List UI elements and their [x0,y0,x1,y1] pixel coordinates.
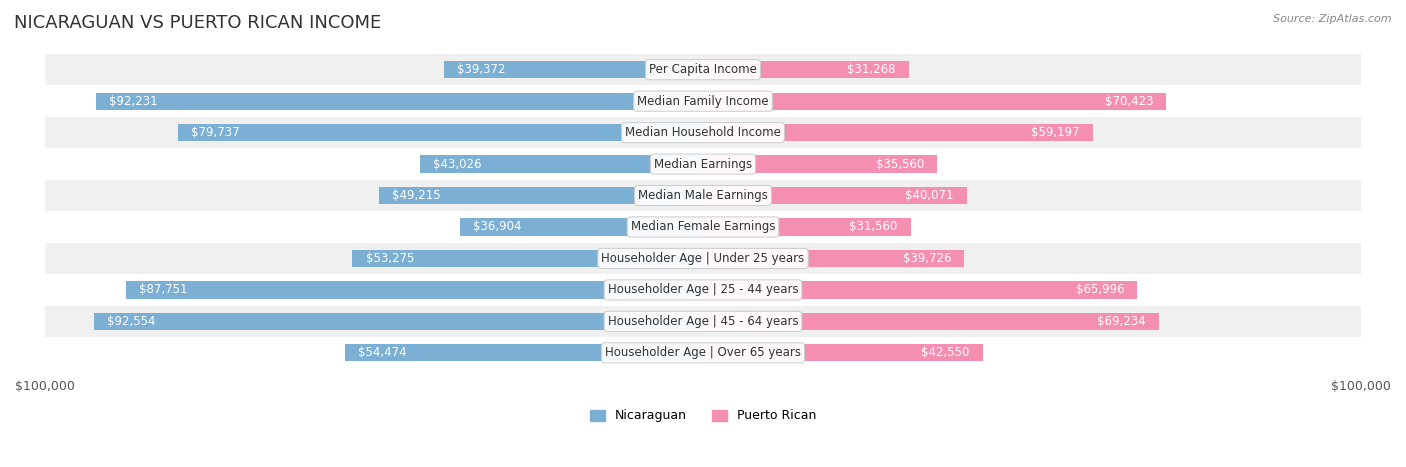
Bar [703,61,908,78]
Legend: Nicaraguan, Puerto Rican: Nicaraguan, Puerto Rican [585,404,821,427]
Text: $92,231: $92,231 [110,95,157,108]
Text: Median Male Earnings: Median Male Earnings [638,189,768,202]
Text: $42,550: $42,550 [921,347,970,359]
Text: $87,751: $87,751 [139,283,187,297]
Bar [703,124,1092,142]
Text: $39,726: $39,726 [903,252,952,265]
Text: $54,474: $54,474 [357,347,406,359]
Text: $35,560: $35,560 [876,157,924,170]
Bar [45,85,1361,117]
Text: Householder Age | 45 - 64 years: Householder Age | 45 - 64 years [607,315,799,328]
Bar [703,313,1159,330]
Bar [703,219,911,236]
Bar [45,180,1361,211]
Bar [125,281,703,298]
Text: Median Earnings: Median Earnings [654,157,752,170]
Text: $53,275: $53,275 [366,252,413,265]
Bar [45,243,1361,274]
Text: $49,215: $49,215 [392,189,441,202]
Text: $31,268: $31,268 [846,63,896,76]
Text: $59,197: $59,197 [1031,126,1080,139]
Bar [703,250,965,267]
Text: Householder Age | Under 25 years: Householder Age | Under 25 years [602,252,804,265]
Bar [45,274,1361,305]
Bar [380,187,703,204]
Text: $39,372: $39,372 [457,63,506,76]
Bar [96,92,703,110]
Bar [420,156,703,173]
Bar [45,54,1361,85]
Bar [179,124,703,142]
Bar [45,337,1361,368]
Bar [344,344,703,361]
Bar [45,211,1361,243]
Text: Median Household Income: Median Household Income [626,126,780,139]
Bar [94,313,703,330]
Bar [353,250,703,267]
Text: Median Female Earnings: Median Female Earnings [631,220,775,234]
Text: Per Capita Income: Per Capita Income [650,63,756,76]
Bar [444,61,703,78]
Text: $69,234: $69,234 [1097,315,1146,328]
Text: $79,737: $79,737 [191,126,240,139]
Text: Source: ZipAtlas.com: Source: ZipAtlas.com [1274,14,1392,24]
Text: $65,996: $65,996 [1076,283,1125,297]
Text: $70,423: $70,423 [1105,95,1153,108]
Bar [45,117,1361,149]
Bar [703,344,983,361]
Bar [703,156,936,173]
Text: $31,560: $31,560 [849,220,897,234]
Bar [703,281,1137,298]
Text: Median Family Income: Median Family Income [637,95,769,108]
Text: NICARAGUAN VS PUERTO RICAN INCOME: NICARAGUAN VS PUERTO RICAN INCOME [14,14,381,32]
Bar [703,92,1167,110]
Text: Householder Age | 25 - 44 years: Householder Age | 25 - 44 years [607,283,799,297]
Bar [460,219,703,236]
Text: $40,071: $40,071 [905,189,953,202]
Bar [45,149,1361,180]
Text: Householder Age | Over 65 years: Householder Age | Over 65 years [605,347,801,359]
Bar [703,187,967,204]
Text: $43,026: $43,026 [433,157,481,170]
Bar [45,305,1361,337]
Text: $92,554: $92,554 [107,315,156,328]
Text: $36,904: $36,904 [474,220,522,234]
